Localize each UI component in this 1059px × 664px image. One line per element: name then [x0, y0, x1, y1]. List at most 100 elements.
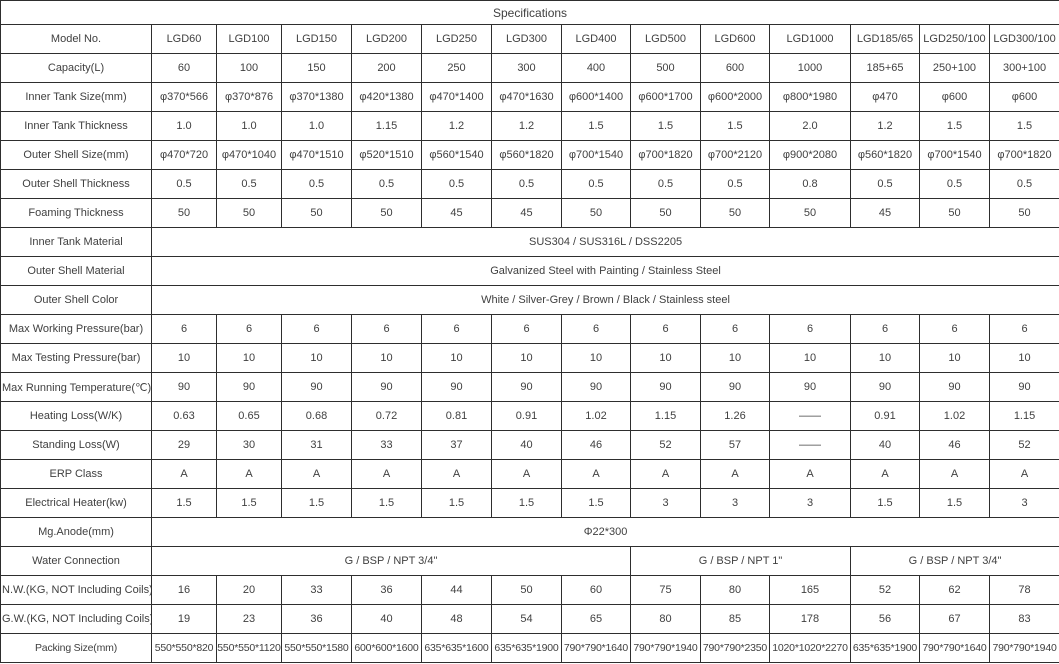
- table-cell: 90: [630, 372, 701, 402]
- table-cell: 52: [988, 430, 1059, 460]
- row-label: Foaming Thickness: [0, 198, 152, 228]
- table-cell: 10: [919, 343, 990, 373]
- table-cell: 10: [988, 343, 1059, 373]
- row-label: Heating Loss(W/K): [0, 401, 152, 431]
- table-cell: 1.5: [919, 488, 990, 518]
- table-cell: φ560*1820: [491, 140, 562, 170]
- table-cell: 1020*1020*2270: [769, 633, 851, 663]
- table-cell: φ560*1820: [850, 140, 920, 170]
- table-cell: 150: [281, 53, 352, 83]
- row-label: Outer Shell Thickness: [0, 169, 152, 199]
- table-cell: φ370*876: [216, 82, 282, 112]
- table-cell: 45: [491, 198, 562, 228]
- table-cell: φ560*1540: [421, 140, 492, 170]
- table-cell: 600*600*1600: [351, 633, 422, 663]
- table-row: Packing Size(mm) 550*550*820 550*550*1120 5…: [0, 633, 1059, 663]
- table-cell: 0.63: [151, 401, 217, 431]
- table-cell: A: [216, 459, 282, 489]
- table-cell: A: [561, 459, 631, 489]
- row-label: N.W.(KG, NOT Including Coils): [0, 575, 152, 605]
- table-cell: 6: [491, 314, 562, 344]
- table-cell: A: [491, 459, 562, 489]
- table-cell: 90: [769, 372, 851, 402]
- table-cell: 0.8: [769, 169, 851, 199]
- table-row: N.W.(KG, NOT Including Coils) 16 20 33 36 44 5…: [0, 575, 1059, 605]
- table-cell: 50: [351, 198, 422, 228]
- table-cell: 50: [988, 198, 1059, 228]
- table-cell: 36: [351, 575, 422, 605]
- table-cell: 31: [281, 430, 352, 460]
- table-cell: 36: [281, 604, 352, 634]
- table-cell: 550*550*1580: [281, 633, 352, 663]
- table-cell: A: [769, 459, 851, 489]
- table-cell: 10: [281, 343, 352, 373]
- table-row: Outer Shell Material Galvanized Steel wit…: [0, 256, 1059, 286]
- table-cell: 45: [421, 198, 492, 228]
- table-cell: φ470*1040: [216, 140, 282, 170]
- table-cell: 23: [216, 604, 282, 634]
- model-header: LGD185/65: [850, 24, 920, 54]
- table-cell: 1.5: [561, 111, 631, 141]
- table-cell: 1.5: [491, 488, 562, 518]
- table-cell: 6: [988, 314, 1059, 344]
- table-cell: 10: [700, 343, 770, 373]
- table-row: Electrical Heater(kw) 1.5 1.5 1.5 1.5 1.5 1.5 1…: [0, 488, 1059, 518]
- table-cell: 6: [919, 314, 990, 344]
- table-cell: 90: [351, 372, 422, 402]
- table-cell: 790*790*1940: [630, 633, 701, 663]
- table-cell: 40: [351, 604, 422, 634]
- table-title: Specifications: [0, 0, 1059, 25]
- row-label: Max Working Pressure(bar): [0, 314, 152, 344]
- table-cell: 56: [850, 604, 920, 634]
- row-label: Mg.Anode(mm): [0, 517, 152, 547]
- table-cell: φ700*1540: [919, 140, 990, 170]
- table-cell: 90: [850, 372, 920, 402]
- table-cell: G / BSP / NPT 1": [630, 546, 851, 576]
- table-cell: 6: [700, 314, 770, 344]
- table-cell: φ520*1510: [351, 140, 422, 170]
- table-cell: White / Silver-Grey / Brown / Black / St…: [150, 285, 1059, 315]
- table-cell: 10: [630, 343, 701, 373]
- table-cell: 1.2: [850, 111, 920, 141]
- table-cell: 1.0: [281, 111, 352, 141]
- model-header: LGD300: [491, 24, 562, 54]
- table-cell: 90: [151, 372, 217, 402]
- table-cell: 90: [919, 372, 990, 402]
- table-cell: 75: [630, 575, 701, 605]
- table-cell: 0.5: [630, 169, 701, 199]
- table-cell: 10: [421, 343, 492, 373]
- table-cell: ——: [769, 401, 851, 431]
- table-cell: 40: [850, 430, 920, 460]
- table-cell: φ600*1700: [630, 82, 701, 112]
- table-cell: 1.5: [351, 488, 422, 518]
- table-cell: A: [919, 459, 990, 489]
- table-cell: 90: [281, 372, 352, 402]
- table-cell: 790*790*1640: [561, 633, 631, 663]
- table-cell: 54: [491, 604, 562, 634]
- table-cell: 10: [491, 343, 562, 373]
- table-row: Max Testing Pressure(bar) 10 10 10 10 10 10 10 1…: [0, 343, 1059, 373]
- table-cell: 29: [151, 430, 217, 460]
- table-cell: 37: [421, 430, 492, 460]
- table-cell: 50: [561, 198, 631, 228]
- table-cell: 100: [216, 53, 282, 83]
- table-cell: 1.5: [151, 488, 217, 518]
- table-cell: 3: [630, 488, 701, 518]
- table-cell: 45: [850, 198, 920, 228]
- table-cell: 90: [421, 372, 492, 402]
- table-row: Mg.Anode(mm) Φ22*300: [0, 517, 1059, 547]
- table-cell: 300: [491, 53, 562, 83]
- row-label: Capacity(L): [0, 53, 152, 83]
- table-cell: 0.65: [216, 401, 282, 431]
- row-label: ERP Class: [0, 459, 152, 489]
- table-cell: G / BSP / NPT 3/4": [849, 546, 1059, 576]
- table-row: Inner Tank Material SUS304 / SUS316L / DS…: [0, 227, 1059, 257]
- table-cell: 62: [919, 575, 990, 605]
- table-cell: 0.5: [216, 169, 282, 199]
- table-cell: 6: [351, 314, 422, 344]
- table-cell: 19: [151, 604, 217, 634]
- row-label: Water Connection: [0, 546, 152, 576]
- table-cell: φ800*1980: [769, 82, 851, 112]
- table-row: G.W.(KG, NOT Including Coils) 19 23 36 40 48 5…: [0, 604, 1059, 634]
- table-cell: 40: [491, 430, 562, 460]
